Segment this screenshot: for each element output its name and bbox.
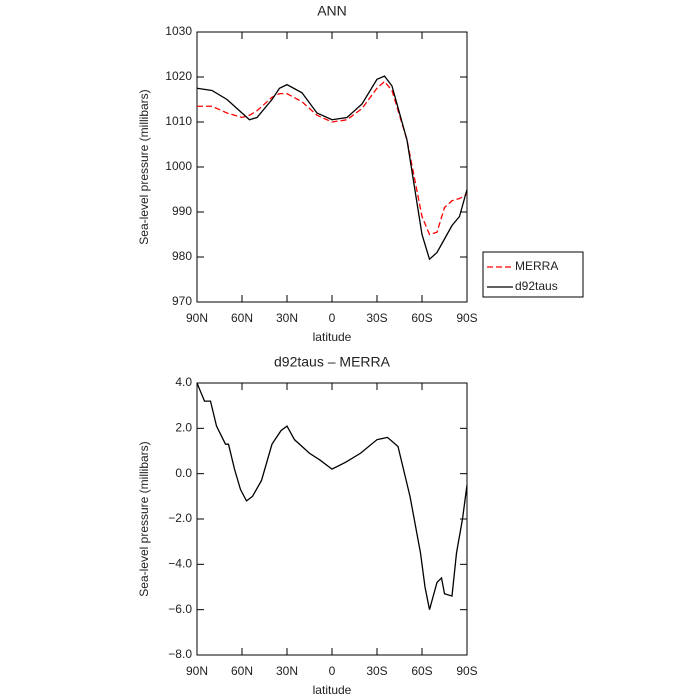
legend-label: d92taus — [515, 279, 558, 293]
y-tick-label: 4.0 — [175, 375, 192, 389]
y-tick-label: 970 — [172, 294, 192, 308]
plot-frame — [196, 31, 468, 303]
x-tick-label: 90S — [456, 664, 477, 678]
x-tick-label: 90N — [186, 311, 208, 325]
x-tick-label: 30S — [366, 311, 387, 325]
y-axis-label: Sea-level pressure (millibars) — [137, 89, 151, 244]
y-tick-label: 1020 — [165, 69, 192, 83]
y-tick-label: 2.0 — [175, 421, 192, 435]
x-tick-label: 60N — [231, 664, 253, 678]
x-tick-label: 60S — [411, 664, 432, 678]
y-tick-label: −6.0 — [168, 602, 192, 616]
y-tick-label: 1010 — [165, 114, 192, 128]
y-tick-label: −8.0 — [168, 647, 192, 661]
x-tick-label: 60N — [231, 311, 253, 325]
chart-title: d92taus – MERRA — [274, 354, 391, 370]
data-line — [197, 80, 468, 236]
data-line — [196, 382, 468, 610]
data-line — [196, 75, 468, 261]
x-axis-label: latitude — [313, 683, 352, 697]
plot-frame — [196, 382, 468, 656]
y-tick-label: 1030 — [165, 24, 192, 38]
x-tick-label: 0 — [329, 664, 336, 678]
x-tick-label: 30N — [276, 664, 298, 678]
y-tick-label: 1000 — [165, 159, 192, 173]
y-tick-label: 0.0 — [175, 466, 192, 480]
x-tick-label: 0 — [329, 311, 336, 325]
chart-title: ANN — [317, 3, 347, 19]
x-tick-label: 60S — [411, 311, 432, 325]
y-tick-label: 980 — [172, 249, 192, 263]
y-tick-label: −2.0 — [168, 511, 192, 525]
y-tick-label: 990 — [172, 204, 192, 218]
x-tick-label: 90S — [456, 311, 477, 325]
x-axis-label: latitude — [313, 330, 352, 344]
x-tick-label: 30N — [276, 311, 298, 325]
y-axis-label: Sea-level pressure (millibars) — [137, 441, 151, 596]
y-tick-label: −4.0 — [168, 557, 192, 571]
legend-box — [482, 251, 584, 298]
legend-label: MERRA — [515, 259, 558, 273]
x-tick-label: 90N — [186, 664, 208, 678]
x-tick-label: 30S — [366, 664, 387, 678]
